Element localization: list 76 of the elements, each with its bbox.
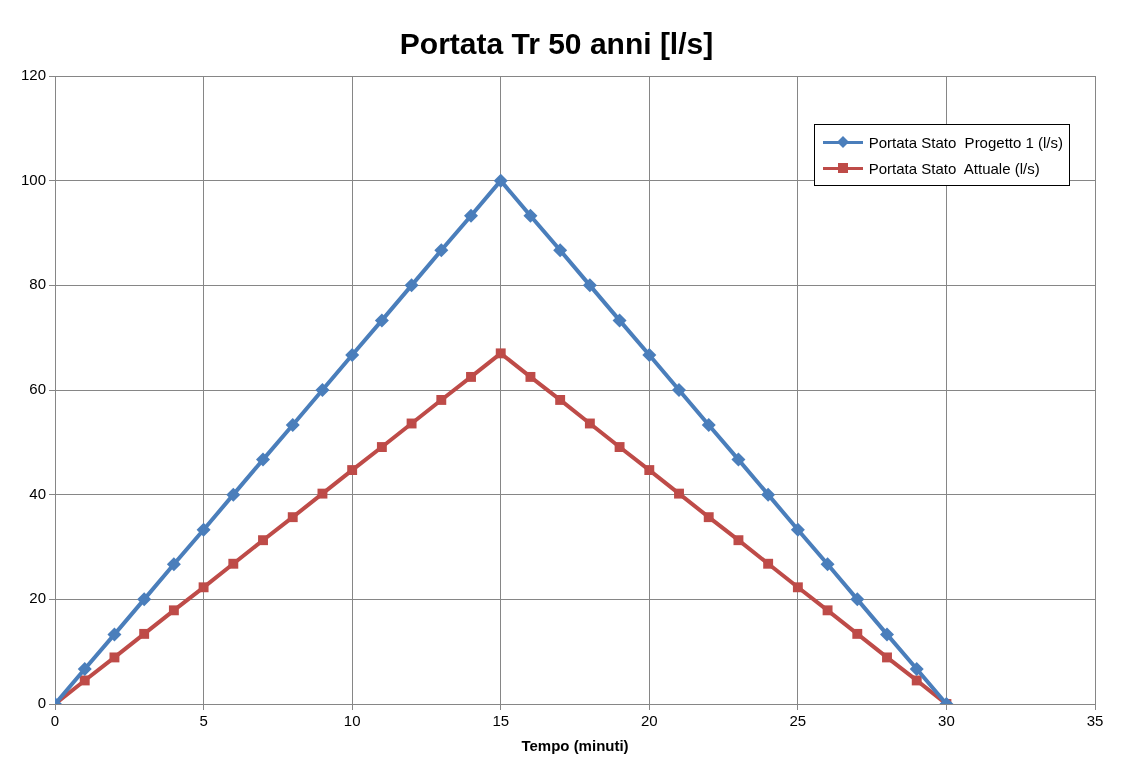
point (404, 278, 419, 293)
x-tick-label: 20 (640, 712, 658, 730)
point (436, 394, 447, 405)
point (763, 558, 774, 569)
legend-label: Portata Stato Attuale (l/s) (868, 159, 1040, 177)
x-tick-label: 30 (938, 712, 955, 730)
point (733, 535, 744, 546)
x-tick-label: 0 (50, 712, 60, 730)
point (317, 488, 328, 499)
point (820, 557, 835, 572)
point (374, 313, 389, 328)
point (166, 557, 181, 572)
point (701, 418, 716, 433)
point (107, 627, 122, 642)
y-tick-label: 0 (37, 694, 47, 712)
x-tick-label: 25 (789, 712, 807, 730)
point (584, 418, 595, 429)
x-tick-label: 5 (199, 712, 208, 730)
point (168, 605, 179, 616)
point (792, 582, 803, 593)
point (909, 661, 924, 676)
point (376, 442, 387, 452)
point (822, 605, 833, 616)
y-tick-label: 80 (29, 275, 47, 293)
point (674, 488, 684, 499)
point (464, 208, 479, 223)
point (850, 592, 865, 607)
point (525, 371, 536, 382)
x-tick-label: 10 (343, 712, 361, 730)
point (642, 347, 657, 362)
point (614, 442, 625, 452)
x-axis-title: Tempo (minuti) (521, 737, 629, 755)
point (553, 243, 568, 258)
point (555, 394, 566, 405)
point (345, 347, 360, 362)
point (109, 652, 120, 663)
point (703, 512, 714, 523)
point (315, 383, 330, 397)
point (790, 522, 805, 537)
y-tick-label: 120 (21, 66, 47, 84)
point (137, 592, 152, 607)
point (761, 487, 776, 502)
point (523, 208, 538, 223)
point (612, 313, 627, 328)
legend-label: Portata Stato Progetto 1 (l/s) (868, 133, 1063, 151)
point (287, 512, 298, 523)
point (258, 535, 268, 546)
point (880, 627, 895, 642)
point (196, 522, 211, 537)
point (226, 487, 241, 502)
x-tick-label: 35 (1086, 712, 1104, 730)
point (77, 661, 92, 676)
point (644, 465, 655, 476)
chart-title: Portata Tr 50 anni [l/s] (399, 27, 714, 61)
point (347, 465, 358, 476)
point (285, 418, 300, 433)
point (672, 383, 687, 397)
point (731, 452, 746, 467)
point (198, 582, 209, 593)
point (406, 418, 417, 429)
y-tick-label: 60 (29, 380, 47, 398)
point (495, 348, 506, 359)
y-tick-label: 40 (29, 484, 47, 502)
x-tick-label: 15 (492, 712, 510, 730)
point (493, 173, 508, 188)
point (139, 628, 150, 639)
point (434, 243, 449, 258)
point (882, 652, 892, 663)
point (256, 452, 271, 467)
point (466, 371, 476, 382)
y-tick-label: 100 (21, 170, 47, 188)
point (228, 558, 239, 569)
point (79, 675, 90, 686)
point (582, 278, 597, 293)
point (852, 628, 863, 639)
y-tick-label: 20 (29, 589, 47, 607)
